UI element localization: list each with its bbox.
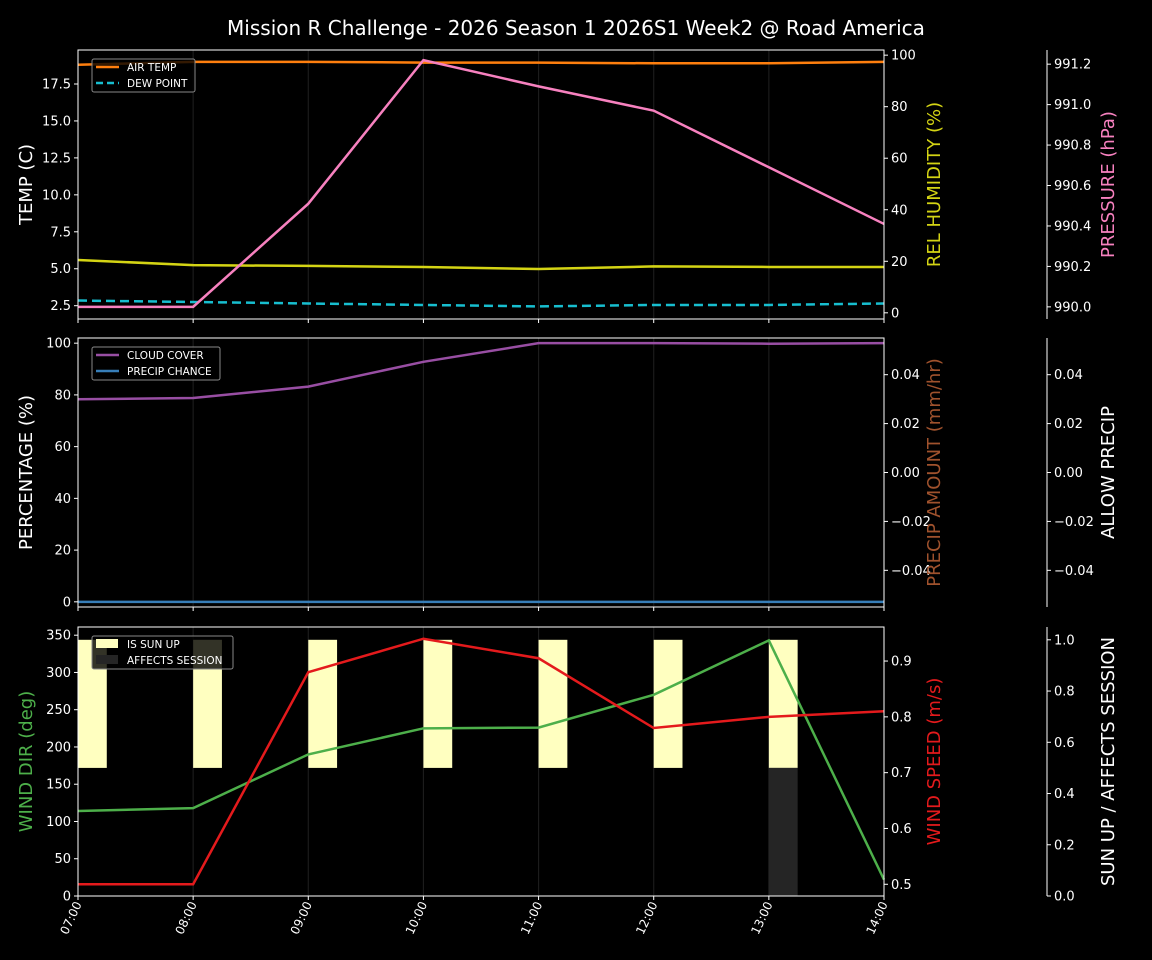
svg-text:990.4: 990.4 [1054,219,1091,234]
svg-text:0.02: 0.02 [891,417,920,432]
series-pressure [78,58,885,309]
series-air-temp [77,60,885,67]
svg-text:0.4: 0.4 [1054,787,1075,802]
x-tick-label: 13:00 [748,899,775,936]
svg-text:80: 80 [891,100,908,115]
series-cloud-cover [77,341,885,401]
x-tick-label: 07:00 [57,899,84,936]
svg-text:60: 60 [54,440,71,455]
svg-text:150: 150 [46,778,71,793]
svg-text:0.6: 0.6 [1054,736,1075,751]
svg-text:0.8: 0.8 [1054,685,1075,700]
x-tick-label: 11:00 [518,899,545,936]
svg-text:990.8: 990.8 [1054,139,1091,154]
svg-text:0.5: 0.5 [891,878,912,893]
svg-text:−0.04: −0.04 [1054,564,1094,579]
left-axis-label: PERCENTAGE (%) [16,395,37,550]
svg-text:1.0: 1.0 [1054,633,1075,648]
svg-text:0.7: 0.7 [891,766,912,781]
series-wind-dir [77,638,886,881]
svg-text:80: 80 [54,388,71,403]
series-rel-humidity [77,258,884,271]
svg-text:990.0: 990.0 [1054,300,1091,315]
svg-text:0.6: 0.6 [891,822,912,837]
svg-text:0.04: 0.04 [891,368,920,383]
bar-is-sun-up [768,639,798,768]
svg-text:0: 0 [891,306,899,321]
outer-axis-label: PRESSURE (hPa) [1098,111,1119,258]
svg-text:7.5: 7.5 [50,225,71,240]
left-axis-label: WIND DIR (deg) [16,691,37,833]
svg-text:990.2: 990.2 [1054,260,1091,275]
svg-text:AFFECTS SESSION: AFFECTS SESSION [127,655,223,667]
svg-text:300: 300 [46,666,71,681]
svg-text:60: 60 [891,152,908,167]
svg-text:17.5: 17.5 [42,77,71,92]
svg-text:AIR TEMP: AIR TEMP [127,62,176,74]
right-axis-label: REL HUMIDITY (%) [924,102,945,267]
x-tick-label: 09:00 [288,899,315,936]
svg-text:PRECIP CHANCE: PRECIP CHANCE [127,366,212,378]
bar-is-sun-up [653,639,683,768]
svg-text:20: 20 [54,544,71,559]
chart-title: Mission R Challenge - 2026 Season 1 2026… [227,16,925,40]
bar-affects-session [768,767,798,896]
svg-text:2.5: 2.5 [50,299,71,314]
svg-text:DEW POINT: DEW POINT [127,78,188,90]
svg-text:−0.02: −0.02 [1054,515,1094,530]
svg-text:CLOUD COVER: CLOUD COVER [127,350,204,362]
svg-text:−0.04: −0.04 [891,564,931,579]
svg-text:0.2: 0.2 [1054,838,1075,853]
svg-text:40: 40 [891,203,908,218]
svg-text:50: 50 [54,852,71,867]
svg-text:100: 100 [46,337,71,352]
legend: IS SUN UP AFFECTS SESSION [91,635,234,670]
svg-text:100: 100 [891,49,916,64]
left-axis-label: TEMP (C) [16,144,37,226]
svg-text:0.04: 0.04 [1054,368,1083,383]
svg-text:10.0: 10.0 [42,188,71,203]
svg-text:15.0: 15.0 [42,114,71,129]
svg-text:20: 20 [891,255,908,270]
bar-is-sun-up [538,639,568,768]
series-dew-point [77,299,885,308]
x-tick-label: 08:00 [173,899,200,936]
panel-top: 2.5 5.0 7.5 10.0 12.5 15.0 17.5 0 20 40 60 80 100 990… [16,49,1119,323]
bar-is-sun-up [308,639,338,768]
svg-text:250: 250 [46,703,71,718]
right-axis-label: WIND SPEED (m/s) [924,678,945,846]
svg-text:100: 100 [46,815,71,830]
outer-axis-label: SUN UP / AFFECTS SESSION [1098,637,1119,886]
right-axis-label: PRECIP AMOUNT (mm/hr) [924,358,945,587]
svg-text:0: 0 [63,595,71,610]
svg-text:0.8: 0.8 [891,710,912,725]
legend: AIR TEMP DEW POINT [91,58,196,93]
svg-text:40: 40 [54,492,71,507]
legend: CLOUD COVER PRECIP CHANCE [91,346,221,381]
svg-text:991.0: 991.0 [1054,98,1091,113]
svg-text:0.0: 0.0 [1054,890,1075,905]
panel-middle: 0 20 40 60 80 100 −0.04 −0.02 0.00 0.02 0.04 −0.04 −… [16,337,1119,611]
svg-text:IS SUN UP: IS SUN UP [127,639,180,651]
x-tick-label: 10:00 [403,899,430,936]
series-wind-speed [78,637,885,886]
x-tick-label: 12:00 [633,899,660,936]
svg-text:350: 350 [46,629,71,644]
svg-text:0.00: 0.00 [1054,466,1083,481]
svg-text:200: 200 [46,740,71,755]
svg-text:0.02: 0.02 [1054,417,1083,432]
svg-text:990.6: 990.6 [1054,179,1091,194]
svg-text:0: 0 [63,890,71,905]
svg-text:12.5: 12.5 [42,151,71,166]
panel-bottom: 0 50 100 150 200 250 300 350 0.5 0.6 0.7 0.8 0.9 0.0 0… [16,626,1119,937]
x-tick-label: 14:00 [863,899,890,936]
svg-text:−0.02: −0.02 [891,515,931,530]
svg-text:0.00: 0.00 [891,466,920,481]
outer-axis-label: ALLOW PRECIP [1098,406,1119,539]
bar-is-sun-up [423,639,453,768]
svg-text:5.0: 5.0 [50,262,71,277]
svg-text:991.2: 991.2 [1054,58,1091,73]
svg-text:0.9: 0.9 [891,655,912,670]
